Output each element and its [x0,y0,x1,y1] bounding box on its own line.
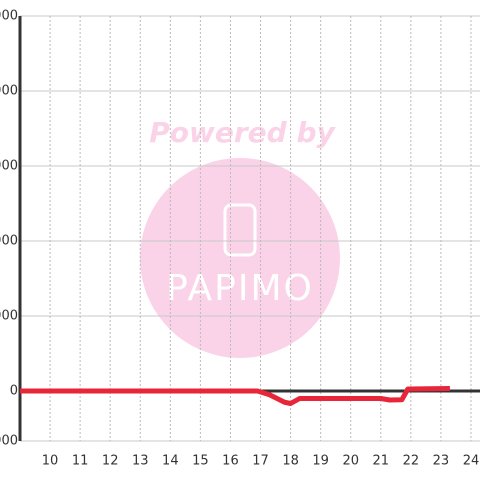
y-tick-label: 150,000 [0,9,18,24]
x-tick-label: 15 [192,454,209,469]
watermark-title: Powered by [149,116,336,149]
y-tick-label: 30,000 [0,309,18,324]
y-tick-label: -20,000 [0,434,18,449]
x-tick-label: 20 [342,454,359,469]
line-series [20,386,450,406]
y-tick-label: 60,000 [0,234,18,249]
x-tick-label: 21 [373,454,390,469]
x-tick-label: 19 [312,454,329,469]
x-tick-label: 14 [162,454,179,469]
x-tick-label: 23 [433,454,450,469]
x-tick-label: 13 [132,454,149,469]
x-tick-label: 24 [463,454,480,469]
watermark-brand: PAPIMO [166,268,314,309]
x-tick-label: 22 [403,454,420,469]
x-tick-label: 12 [102,454,119,469]
x-tick-label: 18 [282,454,299,469]
x-tick-label: 11 [72,454,89,469]
x-tick-label: 16 [222,454,239,469]
x-tick-label: 17 [252,454,269,469]
watermark-icon [223,203,257,257]
x-tick-label: 10 [42,454,59,469]
y-tick-label: 120,000 [0,84,18,99]
y-tick-label: 90,000 [0,159,18,174]
y-tick-label: 0 [10,384,18,399]
watermark-circle [140,158,340,358]
